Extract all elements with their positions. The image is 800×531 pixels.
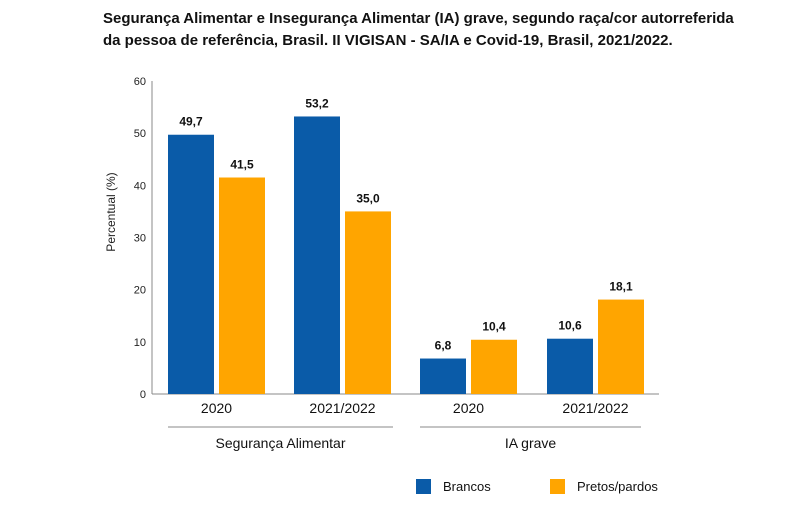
legend-label: Brancos <box>443 479 491 494</box>
bar <box>547 338 593 394</box>
y-tick-label: 10 <box>134 337 146 349</box>
bar-value-label: 10,4 <box>482 320 506 334</box>
y-axis-label: Percentual (%) <box>104 172 118 251</box>
bar <box>345 211 391 394</box>
legend-label: Pretos/pardos <box>577 479 658 494</box>
x-tick-label: 2020 <box>453 400 484 416</box>
y-tick-label: 60 <box>134 76 146 88</box>
x-tick-label: 2020 <box>201 400 232 416</box>
legend-swatch <box>550 479 565 494</box>
bar-value-label: 49,7 <box>179 115 203 129</box>
group-label: IA grave <box>505 435 557 451</box>
x-tick-label: 2021/2022 <box>562 400 628 416</box>
group-label: Segurança Alimentar <box>216 435 346 451</box>
bar <box>471 339 517 394</box>
y-tick-label: 20 <box>134 285 146 297</box>
x-tick-label: 2021/2022 <box>309 400 375 416</box>
bar <box>598 299 644 394</box>
bar-value-label: 35,0 <box>356 191 380 205</box>
y-tick-label: 40 <box>134 180 146 192</box>
y-tick-label: 0 <box>140 389 146 401</box>
chart-title: Segurança Alimentar e Insegurança Alimen… <box>103 10 734 49</box>
y-tick-label: 30 <box>134 233 146 245</box>
bar <box>219 177 265 394</box>
bar <box>420 358 466 394</box>
bar <box>168 134 214 394</box>
legend-swatch <box>416 479 431 494</box>
bar-value-label: 18,1 <box>609 280 633 294</box>
bar <box>294 116 340 395</box>
bar-value-label: 41,5 <box>230 158 254 172</box>
bar-value-label: 10,6 <box>558 319 582 333</box>
bar-value-label: 6,8 <box>435 339 452 353</box>
bar-value-label: 53,2 <box>305 96 329 110</box>
y-tick-label: 50 <box>134 128 146 140</box>
